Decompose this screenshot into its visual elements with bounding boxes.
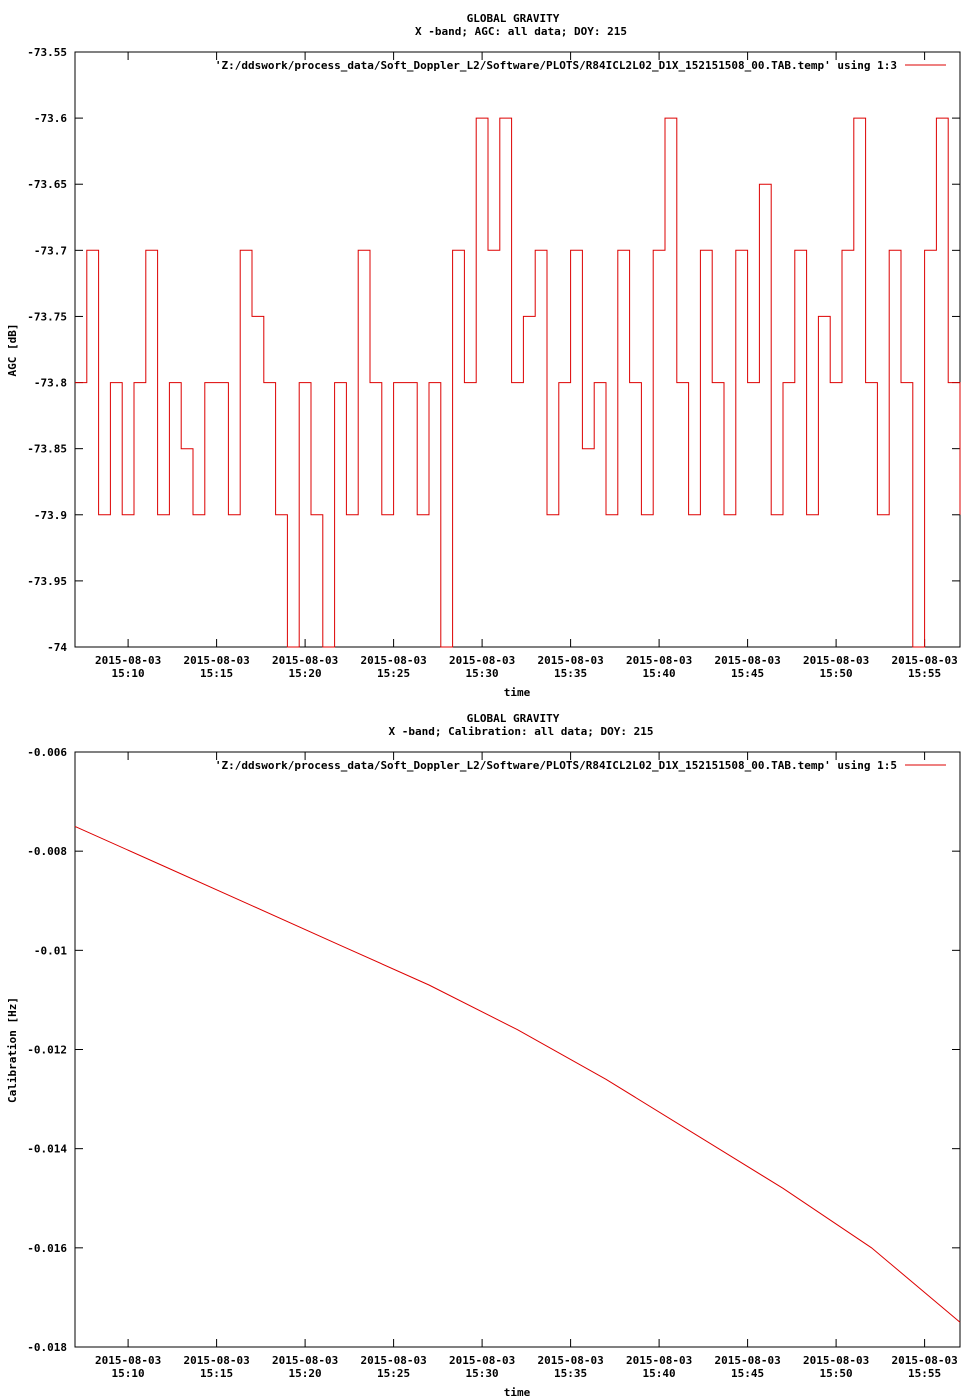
calibration-x-tick-date: 2015-08-03 (537, 1354, 603, 1367)
agc-x-tick-date: 2015-08-03 (183, 654, 249, 667)
calibration-chart: GLOBAL GRAVITY X -band; Calibration: all… (6, 712, 961, 1399)
agc-x-tick-date: 2015-08-03 (891, 654, 957, 667)
agc-y-tick-label: -73.7 (34, 244, 67, 257)
agc-y-tick-label: -73.6 (34, 112, 67, 125)
calibration-x-axis-label: time (504, 1386, 531, 1399)
agc-x-tick-time: 15:40 (643, 667, 676, 680)
calibration-y-tick-label: -0.01 (34, 944, 67, 957)
agc-x-tick-date: 2015-08-03 (272, 654, 338, 667)
agc-x-tick-time: 15:15 (200, 667, 233, 680)
agc-y-tick-label: -73.75 (27, 310, 67, 323)
calibration-y-tick-label: -0.018 (27, 1341, 67, 1354)
calibration-x-tick-time: 15:35 (554, 1367, 587, 1380)
calibration-y-axis-label: Calibration [Hz] (6, 997, 19, 1103)
calibration-x-tick-time: 15:45 (731, 1367, 764, 1380)
calibration-x-tick-date: 2015-08-03 (626, 1354, 692, 1367)
agc-legend-label: 'Z:/ddswork/process_data/Soft_Doppler_L2… (215, 59, 897, 72)
calibration-y-tick-label: -0.012 (27, 1044, 67, 1057)
calibration-x-tick-date: 2015-08-03 (183, 1354, 249, 1367)
calibration-y-tick-labels: -0.006 -0.008 -0.01 -0.012 -0.014 -0.016 -0.01… (27, 746, 67, 1354)
agc-chart: GLOBAL GRAVITY X -band; AGC: all data; D… (6, 12, 961, 699)
calibration-x-tick-time: 15:10 (112, 1367, 145, 1380)
agc-series-group (75, 117, 961, 648)
calibration-y-tick-label: -0.016 (27, 1242, 67, 1255)
agc-series-line (75, 117, 961, 648)
agc-y-tick-label: -73.8 (34, 377, 67, 390)
agc-x-tick-time: 15:10 (112, 667, 145, 680)
agc-x-tick-date: 2015-08-03 (626, 654, 692, 667)
agc-y-tick-labels: -73.55 -73.6 -73.65 -73.7 -73.75 -73.8 -73.85 -… (27, 46, 67, 654)
agc-x-tick-date: 2015-08-03 (714, 654, 780, 667)
agc-y-tick-label: -73.9 (34, 509, 67, 522)
calibration-x-tick-date: 2015-08-03 (449, 1354, 515, 1367)
calibration-legend-label: 'Z:/ddswork/process_data/Soft_Doppler_L2… (215, 759, 897, 772)
calibration-x-tick-time: 15:55 (908, 1367, 941, 1380)
agc-y-tick-label: -73.85 (27, 443, 67, 456)
agc-y-axis-label: AGC [dB] (6, 324, 19, 377)
calibration-x-tick-time: 15:40 (643, 1367, 676, 1380)
calibration-x-tick-time: 15:25 (377, 1367, 410, 1380)
calibration-x-tick-labels: 2015-08-0315:102015-08-0315:152015-08-03… (95, 1354, 958, 1380)
calibration-x-tick-date: 2015-08-03 (891, 1354, 957, 1367)
agc-x-tick-time: 15:25 (377, 667, 410, 680)
calibration-x-tick-date: 2015-08-03 (803, 1354, 869, 1367)
calibration-y-tick-label: -0.008 (27, 845, 67, 858)
calibration-x-tick-time: 15:50 (820, 1367, 853, 1380)
calibration-series-group (74, 825, 961, 1323)
agc-chart-subtitle: X -band; AGC: all data; DOY: 215 (415, 25, 627, 38)
calibration-chart-subtitle: X -band; Calibration: all data; DOY: 215 (389, 725, 654, 738)
agc-chart-title: GLOBAL GRAVITY (467, 12, 560, 25)
calibration-y-tick-label: -0.014 (27, 1143, 67, 1156)
agc-x-tick-date: 2015-08-03 (360, 654, 426, 667)
calibration-series-line (74, 825, 961, 1323)
agc-plot-frame (74, 51, 961, 648)
calibration-x-tick-date: 2015-08-03 (714, 1354, 780, 1367)
agc-x-tick-time: 15:35 (554, 667, 587, 680)
agc-x-tick-time: 15:20 (289, 667, 322, 680)
calibration-x-tick-time: 15:30 (466, 1367, 499, 1380)
agc-x-tick-time: 15:50 (820, 667, 853, 680)
agc-x-tick-time: 15:45 (731, 667, 764, 680)
agc-x-tick-time: 15:55 (908, 667, 941, 680)
agc-y-tick-label: -73.65 (27, 178, 67, 191)
calibration-axis-ticks (75, 751, 960, 1348)
calibration-legend: 'Z:/ddswork/process_data/Soft_Doppler_L2… (215, 759, 946, 772)
agc-x-axis-label: time (504, 686, 531, 699)
agc-y-tick-label: -73.55 (27, 46, 67, 59)
agc-axis-ticks (75, 51, 960, 648)
calibration-x-tick-time: 15:15 (200, 1367, 233, 1380)
calibration-x-tick-time: 15:20 (289, 1367, 322, 1380)
agc-x-tick-date: 2015-08-03 (449, 654, 515, 667)
calibration-x-tick-date: 2015-08-03 (360, 1354, 426, 1367)
agc-y-tick-label: -73.95 (27, 575, 67, 588)
calibration-y-tick-label: -0.006 (27, 746, 67, 759)
agc-x-tick-date: 2015-08-03 (95, 654, 161, 667)
agc-x-tick-labels: 2015-08-0315:102015-08-0315:152015-08-03… (95, 654, 958, 680)
agc-x-tick-time: 15:30 (466, 667, 499, 680)
agc-x-tick-date: 2015-08-03 (803, 654, 869, 667)
calibration-x-tick-date: 2015-08-03 (272, 1354, 338, 1367)
agc-y-tick-label: -74 (47, 641, 67, 654)
agc-x-tick-date: 2015-08-03 (537, 654, 603, 667)
calibration-chart-title: GLOBAL GRAVITY (467, 712, 560, 725)
calibration-x-tick-date: 2015-08-03 (95, 1354, 161, 1367)
agc-legend: 'Z:/ddswork/process_data/Soft_Doppler_L2… (215, 59, 946, 72)
